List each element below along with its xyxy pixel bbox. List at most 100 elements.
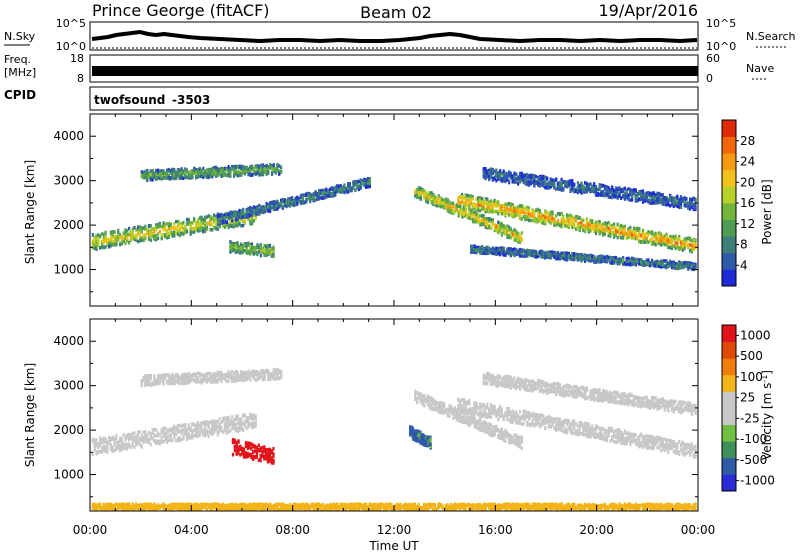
power-data-cell <box>202 166 205 171</box>
power-data-cell <box>448 205 451 209</box>
power-data-cell <box>426 197 430 201</box>
power-data-cell <box>428 197 431 201</box>
power-data-cell <box>280 170 283 174</box>
power-data-cell <box>500 225 503 229</box>
power-data-cell <box>638 234 641 239</box>
power-data-cell <box>593 257 596 261</box>
power-data-cell <box>518 212 522 217</box>
frequency-band <box>92 66 698 76</box>
power-data-cell <box>187 222 190 226</box>
power-data-cell <box>618 227 621 231</box>
power-data-cell <box>220 213 223 218</box>
power-data-cell <box>425 193 428 197</box>
power-data-cell <box>222 171 225 175</box>
power-data-cell <box>146 230 149 234</box>
power-data-cell <box>240 210 243 215</box>
power-data-cell <box>515 234 518 239</box>
power-data-cell <box>162 171 165 175</box>
power-data-cell <box>502 204 505 208</box>
power-data-cell <box>527 215 531 219</box>
power-data-cell <box>100 239 104 244</box>
power-data-cell <box>625 256 628 261</box>
power-data-cell <box>111 235 114 239</box>
power-data-cell <box>493 198 496 203</box>
power-data-cell <box>175 219 178 224</box>
power-data-cell <box>641 228 645 233</box>
power-data-cell <box>245 247 248 252</box>
power-data-cell <box>419 191 422 195</box>
power-data-cell <box>193 226 196 231</box>
power-data-cell <box>153 234 156 239</box>
power-data-cell <box>609 234 612 238</box>
power-data-cell <box>135 228 138 232</box>
power-data-cell <box>589 218 592 223</box>
power-data-cell <box>544 219 547 224</box>
power-colorbar-segment <box>722 153 736 171</box>
power-data-cell <box>231 167 234 171</box>
power-data-cell <box>674 203 677 207</box>
power-data-cell <box>457 203 460 208</box>
power-data-cell <box>569 216 572 221</box>
power-data-cell <box>459 211 462 215</box>
power-data-cell <box>307 197 310 201</box>
power-data-cell <box>357 185 360 189</box>
power-data-cell <box>347 190 350 194</box>
power-data-cell <box>247 169 250 173</box>
power-data-cell <box>567 219 570 224</box>
power-data-cell <box>153 230 156 234</box>
power-data-cell <box>537 219 540 224</box>
power-data-cell <box>594 185 598 189</box>
power-data-cell <box>520 248 523 252</box>
power-data-cell <box>242 168 245 172</box>
velocity-data-cell <box>158 442 161 446</box>
power-data-cell <box>580 191 583 195</box>
power-data-cell <box>477 213 480 218</box>
power-data-cell <box>211 222 214 227</box>
power-data-cell <box>694 242 697 246</box>
power-data-cell <box>446 201 449 205</box>
power-data-cell <box>146 227 149 232</box>
power-data-cell <box>227 224 230 228</box>
power-data-cell <box>564 251 567 255</box>
power-data-cell <box>102 238 105 242</box>
power-data-cell <box>137 239 140 244</box>
velocity-data-cell <box>113 441 116 445</box>
power-colorbar-label: Power [dB] <box>760 179 774 244</box>
power-data-cell <box>450 209 453 214</box>
power-data-cell <box>488 217 491 221</box>
power-data-cell <box>252 245 255 250</box>
power-data-cell <box>623 195 626 200</box>
power-data-cell <box>518 254 522 258</box>
power-data-cell <box>477 206 480 211</box>
power-data-cell <box>576 188 579 193</box>
power-data-cell <box>251 221 254 226</box>
power-data-cell <box>301 193 304 197</box>
velocity-data-cell <box>131 432 134 436</box>
power-colorbar-segment <box>722 219 736 237</box>
power-data-cell <box>432 201 435 205</box>
power-data-cell <box>522 208 525 213</box>
power-data-cell <box>678 237 681 241</box>
power-data-cell <box>243 166 246 171</box>
power-data-cell <box>272 254 275 258</box>
power-data-cell <box>482 202 485 206</box>
power-data-cell <box>432 197 435 202</box>
power-data-cell <box>187 172 190 176</box>
freq-unit-label: [MHz] <box>4 66 36 79</box>
power-data-cell <box>656 236 659 241</box>
power-data-cell <box>631 258 634 263</box>
power-data-cell <box>605 221 608 226</box>
power-data-cell <box>602 229 605 233</box>
power-data-cell <box>611 190 614 195</box>
power-data-cell <box>267 243 270 248</box>
power-data-cell <box>270 247 273 252</box>
power-data-cell <box>93 237 96 241</box>
power-data-cell <box>508 202 511 206</box>
power-data-cell <box>627 256 630 261</box>
power-data-cell <box>178 176 181 181</box>
power-data-cell <box>471 196 474 201</box>
power-data-cell <box>484 170 487 174</box>
power-data-cell <box>213 226 216 230</box>
power-data-cell <box>564 182 567 186</box>
